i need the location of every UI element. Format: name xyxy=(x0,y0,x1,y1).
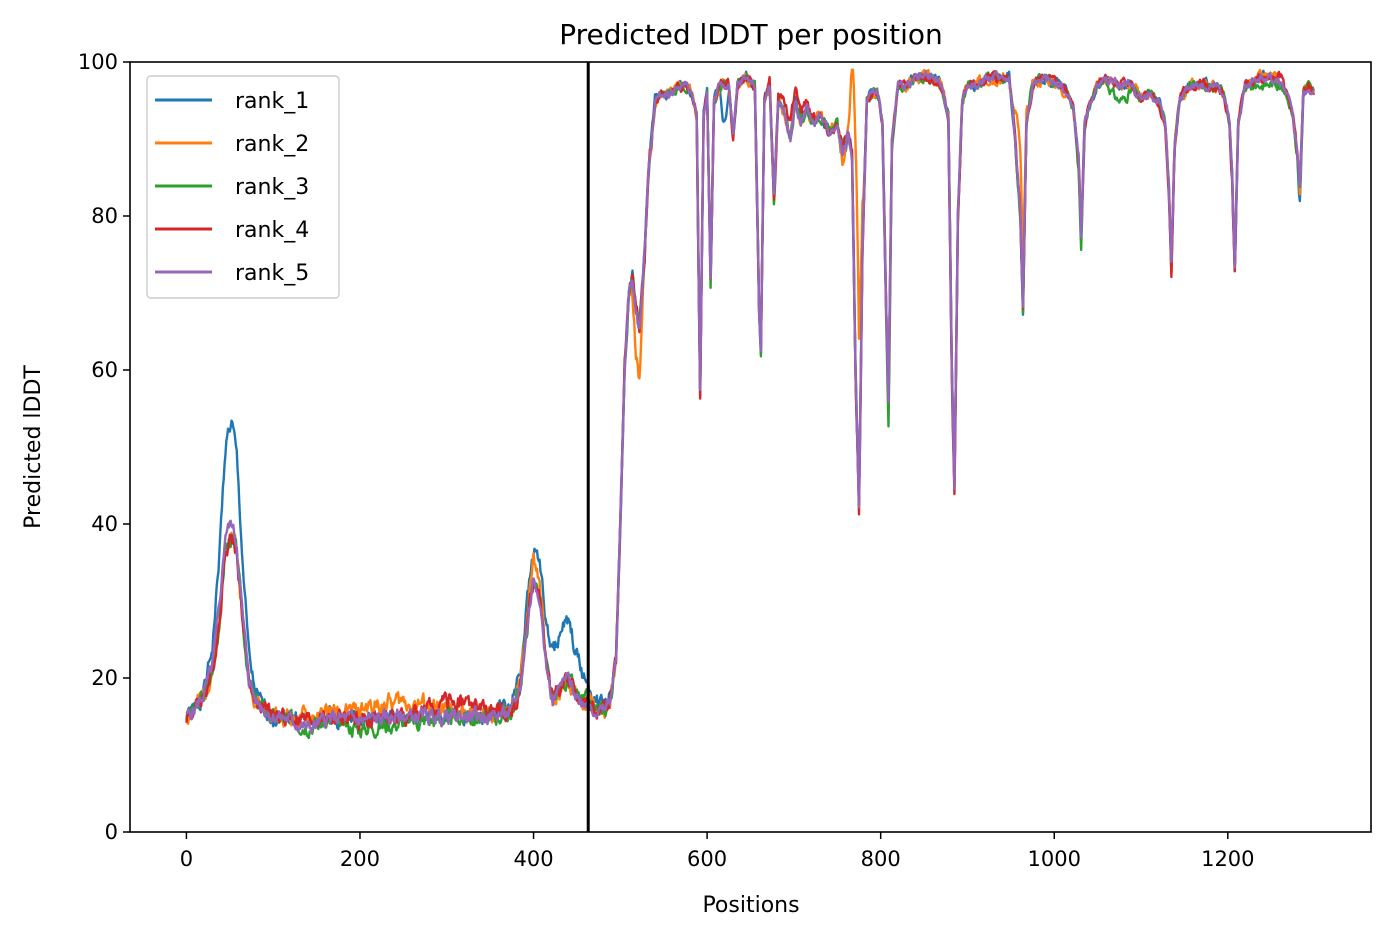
x-axis-ticks: 0 200 400 600 800 1000 1200 xyxy=(180,832,1255,871)
x-tick-label: 800 xyxy=(861,847,901,871)
y-tick-label: 20 xyxy=(91,666,118,690)
y-tick-label: 100 xyxy=(78,50,118,74)
x-tick-label: 200 xyxy=(340,847,380,871)
legend-label-rank_3: rank_3 xyxy=(235,175,309,200)
y-tick-label: 80 xyxy=(91,204,118,228)
x-tick-label: 1000 xyxy=(1028,847,1081,871)
legend-label-rank_1: rank_1 xyxy=(235,89,309,114)
legend-label-rank_5: rank_5 xyxy=(235,261,309,286)
y-tick-label: 40 xyxy=(91,512,118,536)
y-tick-label: 60 xyxy=(91,358,118,382)
plot-frame xyxy=(129,61,1372,833)
legend-box xyxy=(146,75,340,299)
legend-label-rank_4: rank_4 xyxy=(235,218,309,243)
x-tick-label: 0 xyxy=(180,847,193,871)
legend-label-rank_2: rank_2 xyxy=(235,132,309,157)
x-tick-label: 400 xyxy=(513,847,553,871)
series-layer xyxy=(185,68,1315,740)
y-axis-ticks: 0 20 40 60 80 100 xyxy=(78,50,130,844)
x-tick-label: 1200 xyxy=(1201,847,1254,871)
y-tick-label: 0 xyxy=(105,820,118,844)
chart-title: Predicted lDDT per position xyxy=(559,18,943,51)
x-tick-label: 600 xyxy=(687,847,727,871)
x-axis-label: Positions xyxy=(702,893,799,918)
legend: rank_1 rank_2 rank_3 rank_4 rank_5 xyxy=(146,75,340,299)
y-axis-label: Predicted lDDT xyxy=(21,365,46,529)
series-line-rank_5 xyxy=(185,69,1315,734)
